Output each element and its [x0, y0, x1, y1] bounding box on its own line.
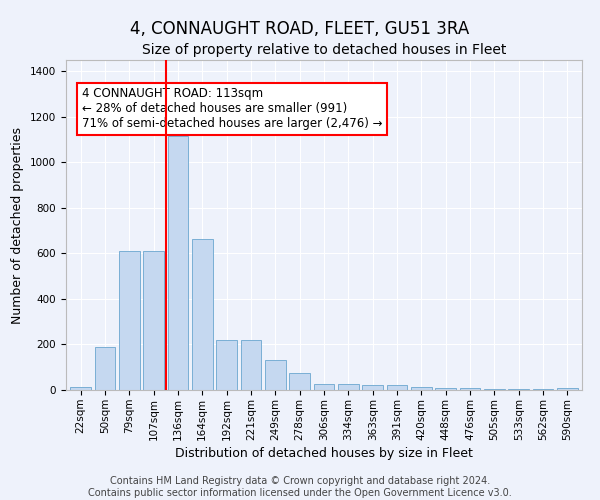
Bar	[533, 389, 553, 390]
Bar	[314, 384, 334, 390]
Bar	[70, 386, 91, 390]
Bar	[143, 251, 164, 390]
Bar	[557, 388, 578, 390]
Bar	[241, 340, 262, 390]
Bar	[411, 388, 432, 390]
Bar	[95, 347, 115, 390]
Bar	[216, 340, 237, 390]
Bar	[338, 384, 359, 390]
Bar	[167, 136, 188, 390]
Title: Size of property relative to detached houses in Fleet: Size of property relative to detached ho…	[142, 44, 506, 58]
X-axis label: Distribution of detached houses by size in Fleet: Distribution of detached houses by size …	[175, 446, 473, 460]
Bar	[119, 251, 140, 390]
Bar	[460, 388, 481, 390]
Bar	[265, 360, 286, 390]
Text: 4 CONNAUGHT ROAD: 113sqm
← 28% of detached houses are smaller (991)
71% of semi-: 4 CONNAUGHT ROAD: 113sqm ← 28% of detach…	[82, 88, 382, 130]
Bar	[484, 389, 505, 390]
Text: 4, CONNAUGHT ROAD, FLEET, GU51 3RA: 4, CONNAUGHT ROAD, FLEET, GU51 3RA	[130, 20, 470, 38]
Bar	[192, 238, 212, 390]
Bar	[508, 389, 529, 390]
Bar	[362, 386, 383, 390]
Y-axis label: Number of detached properties: Number of detached properties	[11, 126, 25, 324]
Bar	[436, 388, 456, 390]
Bar	[386, 385, 407, 390]
Text: Contains HM Land Registry data © Crown copyright and database right 2024.
Contai: Contains HM Land Registry data © Crown c…	[88, 476, 512, 498]
Bar	[289, 373, 310, 390]
